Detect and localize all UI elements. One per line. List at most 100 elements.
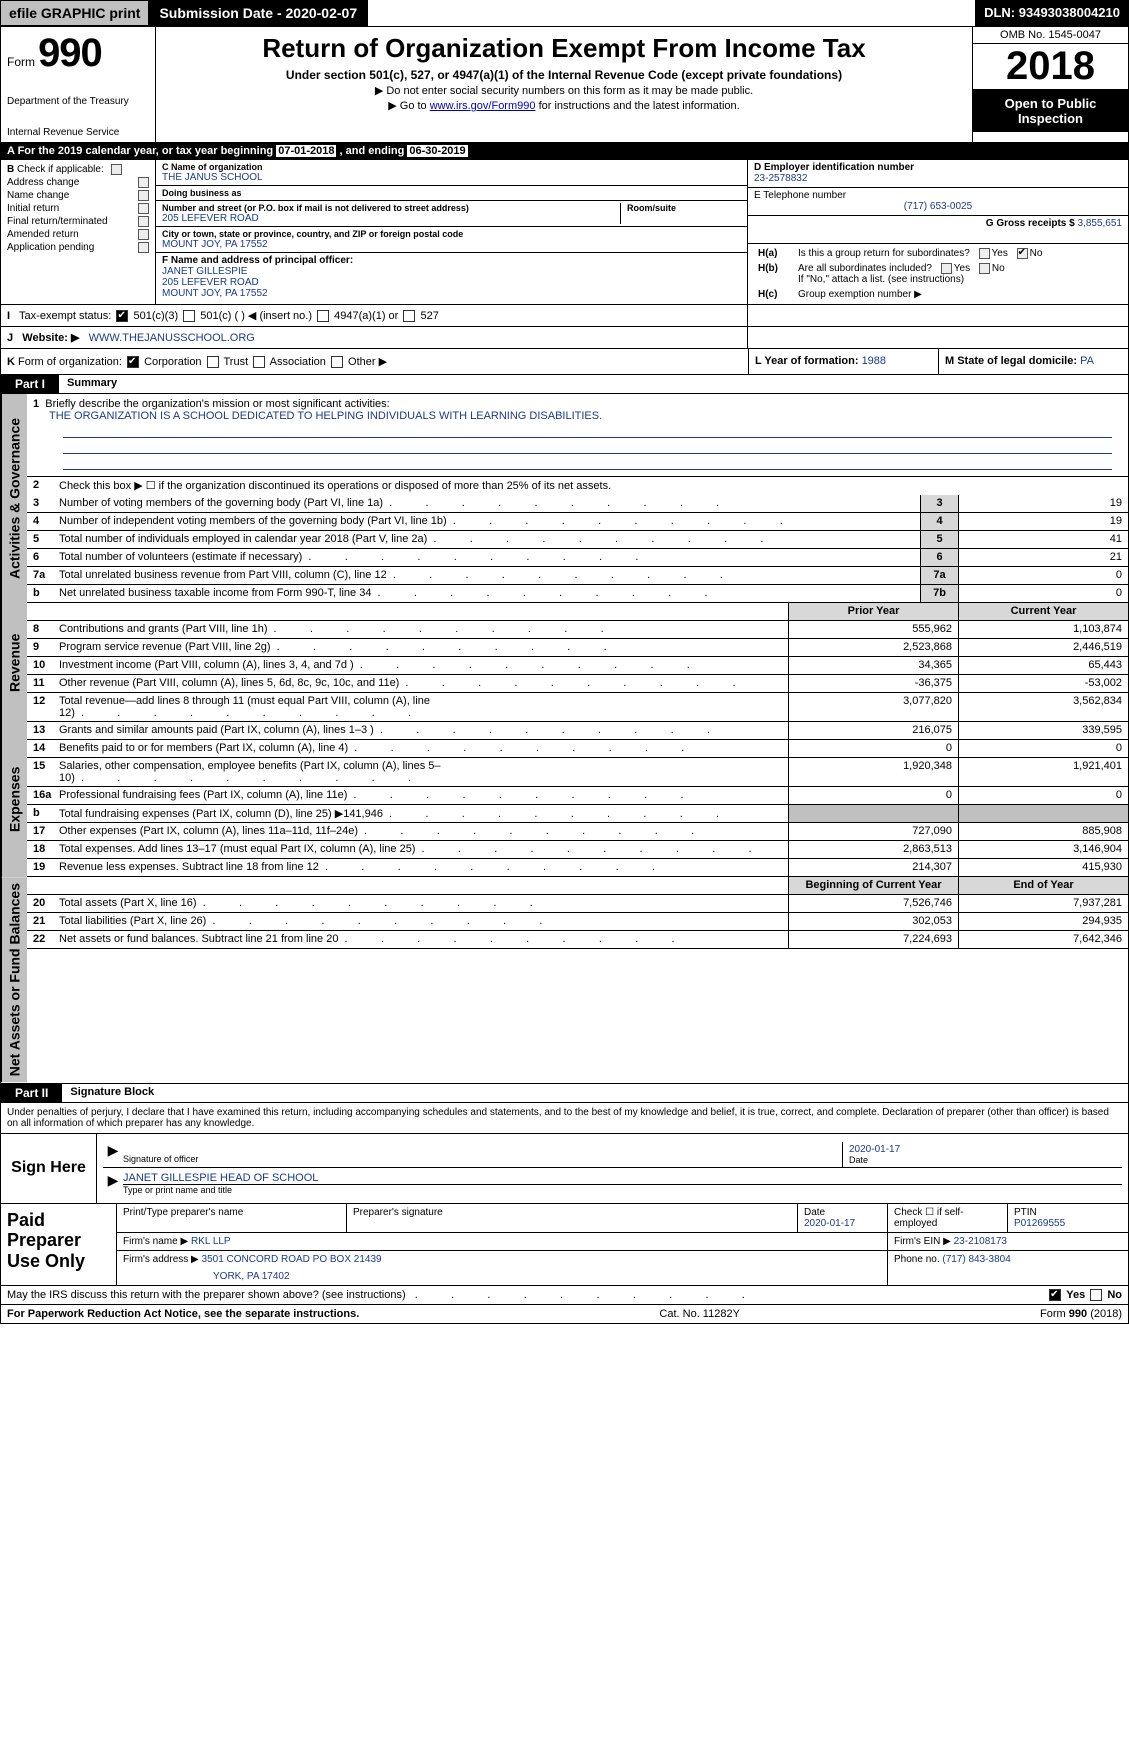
checkbox-icon[interactable] [331,356,343,368]
sig-officer-caption: Signature of officer [123,1142,842,1167]
current-year-value: 7,937,281 [958,895,1128,912]
paid-preparer-block: Paid Preparer Use Only Print/Type prepar… [0,1204,1129,1286]
summary-row: 19Revenue less expenses. Subtract line 1… [27,859,1128,877]
hdr-current-year: Current Year [958,603,1128,620]
checkbox-icon[interactable] [403,310,415,322]
summary-row: 6Total number of volunteers (estimate if… [27,549,1128,567]
checkbox-checked-icon[interactable] [1049,1289,1061,1301]
checkbox-icon[interactable] [138,216,149,227]
k-opt-3: Other ▶ [348,356,387,368]
j-prefix: J [7,332,13,344]
line-box: 7b [920,585,958,602]
section-expenses: Expenses 13Grants and similar amounts pa… [0,722,1129,877]
c-city: MOUNT JOY, PA 17552 [162,239,741,250]
f-name: JANET GILLESPIE [162,266,741,277]
checkbox-icon[interactable] [138,190,149,201]
row-a-end: 06-30-2019 [407,145,467,157]
b-item-label: Address change [7,177,134,188]
line-box: 3 [920,495,958,512]
checkbox-icon[interactable] [253,356,265,368]
i-label: Tax-exempt status: [19,310,111,322]
signer-name: JANET GILLESPIE HEAD OF SCHOOL [123,1172,1122,1185]
line-desc: Total unrelated business revenue from Pa… [55,567,920,584]
footer-right-post: (2018) [1090,1308,1122,1320]
checkbox-checked-icon[interactable] [127,356,139,368]
summary-row: 14Benefits paid to or for members (Part … [27,740,1128,758]
line-desc: Total number of volunteers (estimate if … [55,549,920,566]
underline [63,440,1112,454]
b-item-label: Initial return [7,203,134,214]
c-name-label: C Name of organization [162,162,741,172]
line-box: 7a [920,567,958,584]
current-year-value: 339,595 [958,722,1128,739]
summary-row: 13Grants and similar amounts paid (Part … [27,722,1128,740]
checkbox-icon[interactable] [941,263,952,274]
firm-ein-label: Firm's EIN ▶ [894,1236,954,1247]
vtab-net-assets: Net Assets or Fund Balances [1,877,27,1082]
k-opt-1: Trust [223,356,248,368]
irs-link[interactable]: www.irs.gov/Form990 [430,100,536,112]
current-year-value: 885,908 [958,823,1128,840]
summary-row: 18Total expenses. Add lines 13–17 (must … [27,841,1128,859]
line-value: 0 [958,567,1128,584]
checkbox-icon[interactable] [138,177,149,188]
line-number: 13 [27,722,55,739]
checkbox-checked-icon[interactable] [1017,248,1028,259]
line-number: 6 [27,549,55,566]
page-footer: For Paperwork Reduction Act Notice, see … [0,1305,1129,1324]
line-desc: Program service revenue (Part VIII, line… [55,639,788,656]
row-a-pre: A For the 2019 calendar year, or tax yea… [7,145,276,157]
checkbox-icon[interactable] [1090,1289,1102,1301]
summary-row: 21Total liabilities (Part X, line 26)302… [27,913,1128,931]
checkbox-icon[interactable] [138,203,149,214]
block-b-to-h: B Check if applicable: Address changeNam… [0,160,1129,305]
c-dba-label: Doing business as [162,188,741,198]
line-number: 17 [27,823,55,840]
g-value: 3,855,651 [1078,218,1123,229]
line-number: 9 [27,639,55,656]
checkbox-icon[interactable] [317,310,329,322]
hdr-eoy: End of Year [958,877,1128,894]
h-c-marker: H(c) [754,287,794,302]
summary-row: 22Net assets or fund balances. Subtract … [27,931,1128,949]
footer-right-num: 990 [1069,1308,1087,1320]
cell-m: M State of legal domicile: PA [938,349,1128,374]
sign-date-caption: Date [849,1155,1116,1165]
section-activities-governance: Activities & Governance 1 Briefly descri… [0,394,1129,603]
checkbox-checked-icon[interactable] [116,310,128,322]
checkbox-icon[interactable] [979,263,990,274]
i-prefix: I [7,310,10,322]
cell-c-name: C Name of organization THE JANUS SCHOOL [156,160,747,186]
b-check-item: Name change [7,190,149,201]
b-check-item: Application pending [7,242,149,253]
prior-year-value: 0 [788,740,958,757]
checkbox-icon[interactable] [207,356,219,368]
checkbox-icon[interactable] [138,229,149,240]
h-c-body: Group exemption number ▶ [794,287,1122,302]
line-number: 20 [27,895,55,912]
i-opt-0: 501(c)(3) [134,310,179,322]
line-desc: Total assets (Part X, line 16) [55,895,788,912]
k-opt-2: Association [270,356,326,368]
m-value: PA [1080,355,1094,367]
k-prefix: K [7,356,15,368]
sign-date: 2020-01-17 [849,1144,1116,1155]
checkbox-icon[interactable] [138,242,149,253]
dln-box: DLN: 93493038004210 [975,0,1129,26]
header-center: Return of Organization Exempt From Incom… [156,27,973,142]
pp-date: 2020-01-17 [804,1218,881,1229]
checkbox-icon[interactable] [111,164,122,175]
checkbox-icon[interactable] [183,310,195,322]
line-desc: Contributions and grants (Part VIII, lin… [55,621,788,638]
signer-name-caption: Type or print name and title [123,1185,1122,1195]
line-number: 7a [27,567,55,584]
form-prefix: Form [7,55,35,69]
summary-row: 10Investment income (Part VIII, column (… [27,657,1128,675]
l2-num: 2 [27,477,55,495]
header-left: Form 990 Department of the Treasury Inte… [1,27,156,142]
dots [409,1289,748,1301]
checkbox-icon[interactable] [979,248,990,259]
sub3-post: for instructions and the latest informat… [539,100,740,112]
current-year-value [958,805,1128,822]
summary-row: 20Total assets (Part X, line 16)7,526,74… [27,895,1128,913]
